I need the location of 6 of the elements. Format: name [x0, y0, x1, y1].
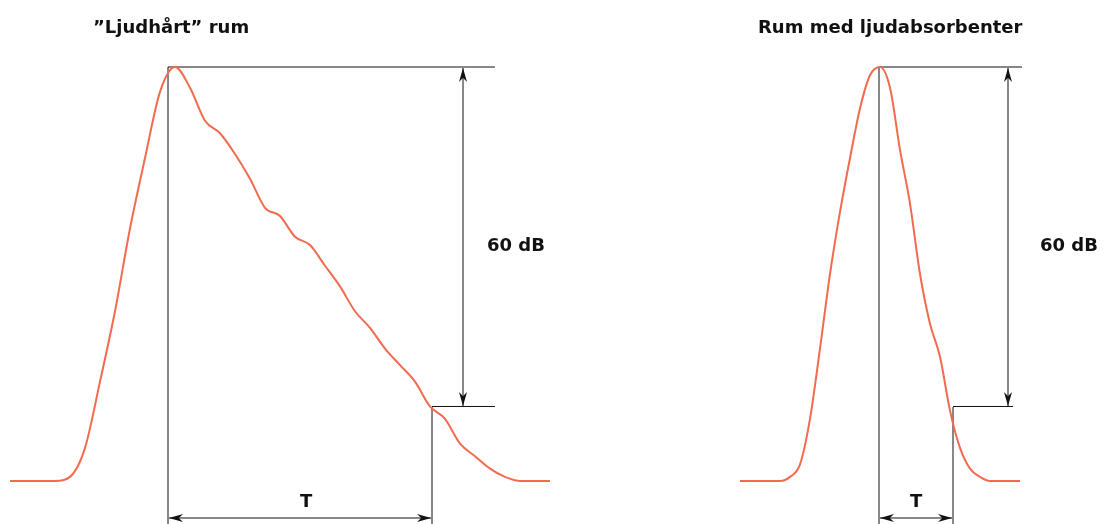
text: T — [910, 490, 923, 511]
annotation: 60 dB — [487, 234, 545, 255]
chart-title: Rum med ljudabsorbenter — [758, 16, 1023, 37]
text: 60 dB — [1040, 234, 1098, 255]
text: T — [300, 490, 313, 511]
chart-title: ”Ljudhårt” rum — [93, 16, 250, 37]
